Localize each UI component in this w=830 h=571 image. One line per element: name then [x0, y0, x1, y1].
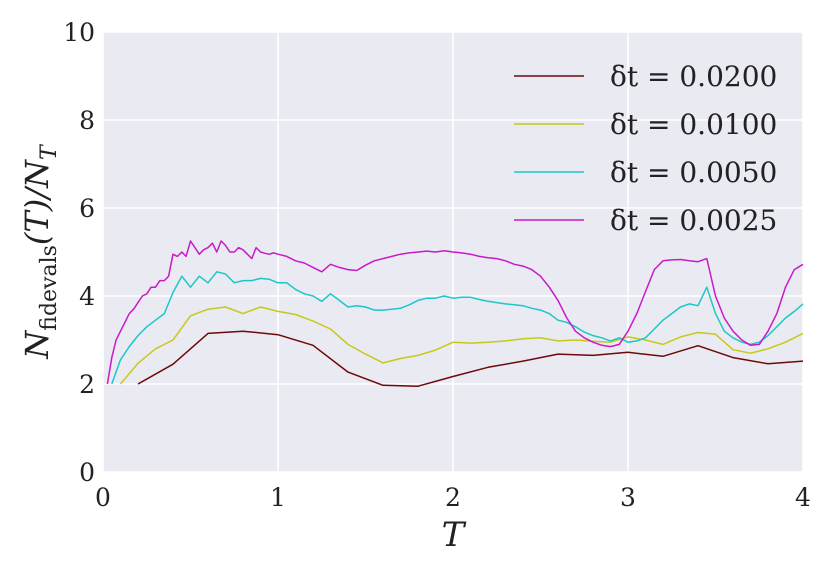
x-tick-label: 4 [795, 483, 811, 512]
y-tick-label: 6 [79, 194, 95, 223]
tick-labels: 0 1 2 3 4 0 2 4 6 8 10 [63, 18, 811, 512]
series-line-1 [119, 306, 804, 385]
series-line-2 [111, 271, 804, 385]
series-line-3 [106, 240, 804, 385]
y-label-main: N [18, 330, 56, 360]
legend-label: δt = 0.0200 [610, 60, 777, 93]
y-tick-label: 4 [79, 282, 95, 311]
x-tick-label: 0 [95, 483, 111, 512]
series-line-0 [137, 330, 804, 387]
legend-label: δt = 0.0025 [610, 204, 777, 237]
x-tick-label: 2 [445, 483, 461, 512]
legend-label: δt = 0.0050 [610, 156, 777, 189]
y-label-sub2: T [37, 143, 62, 160]
y-label-mid: (T)/N [18, 159, 56, 245]
x-axis-label: T [442, 515, 467, 555]
x-tick-label: 1 [270, 483, 286, 512]
y-label-sub: fidevals [37, 245, 62, 331]
y-tick-label: 8 [79, 106, 95, 135]
y-tick-label: 10 [63, 18, 95, 47]
svg-text:Nfidevals(T)/NT: Nfidevals(T)/NT [18, 143, 62, 360]
x-tick-label: 3 [620, 483, 636, 512]
y-tick-label: 0 [79, 458, 95, 487]
legend-label: δt = 0.0100 [610, 108, 777, 141]
series-layer [106, 240, 804, 387]
y-tick-label: 2 [79, 370, 95, 399]
legend: δt = 0.0200 δt = 0.0100 δt = 0.0050 δt = 0.… [514, 60, 777, 237]
y-axis-label: Nfidevals(T)/NT [18, 143, 62, 360]
